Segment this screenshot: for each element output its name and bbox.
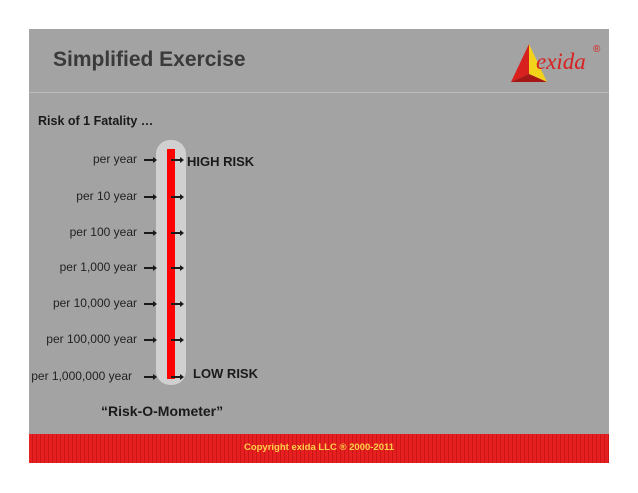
tick-left-1	[144, 157, 157, 163]
scale-label-per-10-year: per 10 year	[76, 189, 137, 203]
registered-mark: ®	[593, 44, 601, 55]
tick-left-7	[144, 374, 157, 380]
scale-label-per-year: per year	[92, 152, 137, 166]
tick-right-3	[171, 230, 184, 236]
subtitle: Risk of 1 Fatality …	[38, 114, 154, 128]
high-risk-label: HIGH RISK	[187, 154, 255, 169]
scale-label-per-100000-year: per 100,000 year	[46, 332, 137, 346]
copyright-text: Copyright exida LLC ® 2000-2011	[243, 442, 395, 453]
slide: Simplified Exercise exida ® Risk of 1 Fa…	[29, 29, 609, 463]
tick-left-2	[144, 194, 157, 200]
exida-logo: exida ®	[509, 42, 601, 86]
tick-right-1	[171, 157, 184, 163]
tick-right-4	[171, 265, 184, 271]
risk-o-mometer-caption: “Risk-O-Mometer”	[101, 403, 224, 419]
header-divider	[29, 92, 609, 93]
tick-right-5	[171, 301, 184, 307]
scale-label-per-10000-year: per 10,000 year	[52, 296, 137, 310]
tick-left-3	[144, 230, 157, 236]
tick-right-6	[171, 337, 184, 343]
scale-label-per-1000000-year: per 1,000,000 year	[31, 369, 132, 383]
thermometer-mercury	[167, 149, 175, 379]
tick-left-6	[144, 337, 157, 343]
pyramid-logo-icon	[511, 44, 547, 82]
low-risk-label: LOW RISK	[193, 366, 258, 381]
tick-left-4	[144, 265, 157, 271]
tick-right-2	[171, 194, 184, 200]
tick-left-5	[144, 301, 157, 307]
logo-text: exida	[536, 49, 586, 74]
scale-label-per-1000-year: per 1,000 year	[59, 260, 137, 274]
footer-bar: Copyright exida LLC ® 2000-2011	[29, 434, 609, 463]
scale-label-per-100-year: per 100 year	[69, 225, 137, 239]
tick-right-7	[171, 374, 184, 380]
slide-title: Simplified Exercise	[53, 48, 246, 71]
